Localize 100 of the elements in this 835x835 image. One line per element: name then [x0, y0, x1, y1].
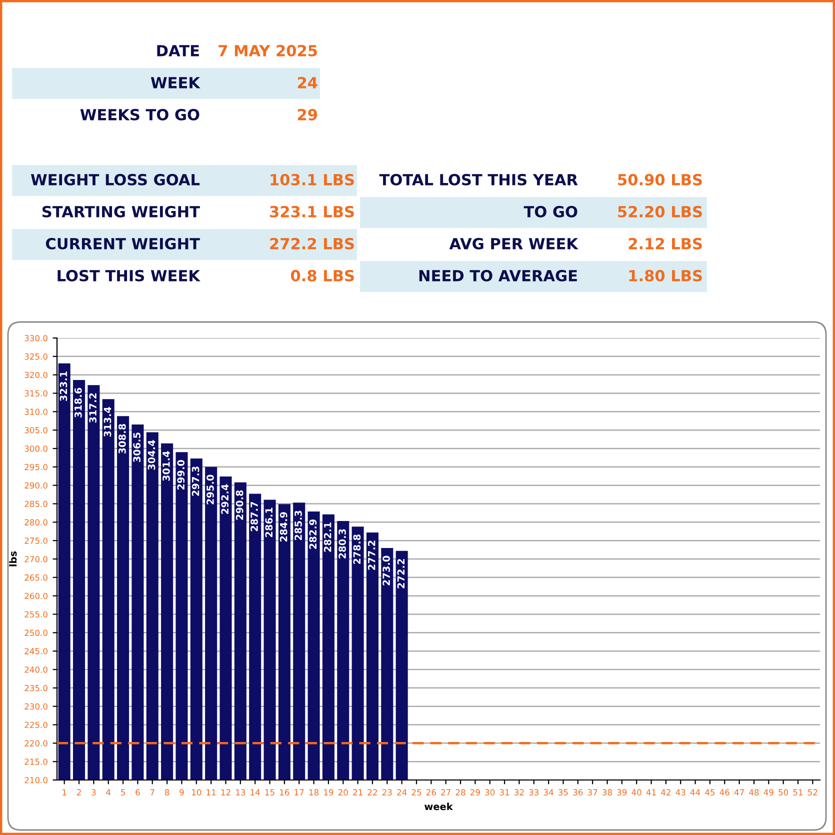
- x-tick-label: 11: [206, 789, 216, 796]
- text: STARTING WEIGHT: [42, 206, 200, 218]
- x-tick-label: 46: [720, 789, 730, 796]
- x-tick-label: 19: [324, 789, 334, 796]
- x-tick-label: 33: [529, 789, 539, 796]
- x-tick-label: 7: [150, 789, 154, 796]
- y-tick-label: 260.0: [24, 592, 48, 600]
- y-tick-label: 245.0: [24, 648, 48, 654]
- y-tick-label: 285.0: [24, 500, 48, 508]
- x-tick-label: 41: [646, 789, 656, 796]
- text: 29: [298, 108, 318, 120]
- data-label: 277.2: [368, 540, 376, 570]
- text: NEED TO AVERAGE: [419, 270, 577, 282]
- x-tick-label: 31: [500, 789, 510, 796]
- y-tick-label: 280.0: [24, 519, 48, 526]
- x-tick-label: 24: [397, 789, 407, 796]
- x-tick-label: 10: [192, 789, 202, 796]
- data-label: 299.0: [177, 460, 185, 490]
- data-label: 297.3: [192, 466, 200, 496]
- x-tick-label: 28: [456, 789, 466, 796]
- data-label: 273.0: [382, 556, 390, 586]
- text: TO GO: [524, 206, 578, 218]
- data-label: 282.9: [309, 519, 317, 549]
- y-tick-label: 210.0: [24, 776, 48, 784]
- y-tick-label: 295.0: [24, 464, 48, 470]
- x-tick-label: 38: [602, 789, 612, 796]
- y-tick-label: 275.0: [24, 538, 48, 544]
- x-tick-label: 37: [588, 789, 598, 796]
- data-label: 278.8: [353, 534, 361, 564]
- y-tick-label: 230.0: [24, 703, 48, 710]
- data-label: 282.1: [324, 522, 332, 552]
- x-tick-label: 20: [338, 789, 348, 796]
- x-tick-label: 32: [514, 789, 524, 796]
- data-label: 287.7: [250, 502, 258, 532]
- y-tick-label: 255.0: [24, 611, 48, 618]
- text: 24: [298, 76, 318, 88]
- x-tick-label: 50: [778, 789, 788, 796]
- x-tick-label: 18: [309, 789, 319, 796]
- y-tick-label: 315.0: [24, 390, 48, 397]
- data-label: 272.2: [397, 559, 404, 588]
- y-tick-label: 330.0: [24, 334, 48, 342]
- x-tick-label: 30: [485, 789, 495, 796]
- x-tick-label: 47: [734, 789, 744, 796]
- y-tick-label: 240.0: [24, 666, 48, 673]
- text: 103.1 LBS: [270, 174, 354, 186]
- data-label: 317.2: [89, 393, 97, 423]
- y-tick-label: 270.0: [24, 556, 48, 562]
- text: 272.2 LBS: [270, 238, 354, 250]
- y-tick-label: 265.0: [24, 574, 48, 581]
- x-tick-label: 9: [180, 789, 184, 796]
- text: TOTAL LOST THIS YEAR: [379, 174, 578, 186]
- x-tick-label: 22: [368, 789, 377, 796]
- text: 7 MAY 2025: [218, 44, 317, 56]
- x-tick-label: 36: [573, 789, 583, 796]
- y-tick-label: 220.0: [24, 740, 48, 746]
- y-axis-title: lbs: [9, 551, 17, 566]
- x-tick-label: 21: [353, 789, 362, 796]
- x-tick-label: 48: [749, 789, 759, 796]
- x-tick-label: 6: [136, 789, 140, 796]
- y-tick-label: 305.0: [24, 427, 48, 434]
- text: DATE: [157, 45, 199, 56]
- data-label: 280.3: [338, 529, 346, 558]
- text: 52.20 LBS: [618, 206, 702, 218]
- x-tick-label: 34: [544, 789, 554, 796]
- x-tick-label: 12: [221, 789, 230, 796]
- x-tick-label: 42: [661, 789, 670, 796]
- text: 50.90 LBS: [618, 174, 702, 186]
- y-tick-label: 325.0: [24, 353, 48, 360]
- data-label: 295.0: [206, 474, 214, 504]
- x-tick-label: 26: [426, 789, 436, 796]
- x-tick-label: 4: [106, 789, 111, 796]
- x-tick-label: 15: [265, 789, 274, 796]
- text: WEIGHT LOSS GOAL: [30, 174, 200, 186]
- x-tick-label: 39: [617, 789, 627, 796]
- data-label: 313.4: [104, 406, 112, 437]
- text: CURRENT WEIGHT: [46, 238, 200, 250]
- data-label: 286.1: [265, 508, 273, 538]
- y-tick-label: 250.0: [24, 630, 48, 636]
- x-tick-label: 45: [705, 789, 715, 796]
- text: 0.8 LBS: [290, 270, 354, 282]
- x-tick-label: 2: [76, 789, 81, 796]
- x-tick-label: 40: [632, 789, 642, 796]
- x-axis-title: week: [424, 802, 453, 810]
- x-tick-label: 16: [280, 789, 290, 796]
- x-tick-label: 23: [382, 789, 392, 796]
- y-tick-label: 320.0: [24, 372, 48, 378]
- x-tick-label: 51: [793, 789, 803, 796]
- y-tick-label: 310.0: [24, 408, 48, 415]
- text: WEEKS TO GO: [80, 108, 200, 120]
- x-tick-label: 8: [164, 789, 170, 796]
- x-tick-label: 52: [808, 789, 818, 796]
- x-tick-label: 5: [121, 789, 125, 796]
- data-label: 308.8: [118, 424, 126, 454]
- data-label: 285.3: [294, 510, 302, 540]
- x-tick-label: 35: [558, 789, 568, 796]
- x-tick-label: 13: [236, 789, 246, 796]
- x-tick-label: 14: [250, 789, 260, 796]
- y-tick-label: 290.0: [24, 482, 48, 489]
- x-tick-label: 27: [441, 789, 450, 796]
- x-tick-label: 1: [62, 789, 66, 796]
